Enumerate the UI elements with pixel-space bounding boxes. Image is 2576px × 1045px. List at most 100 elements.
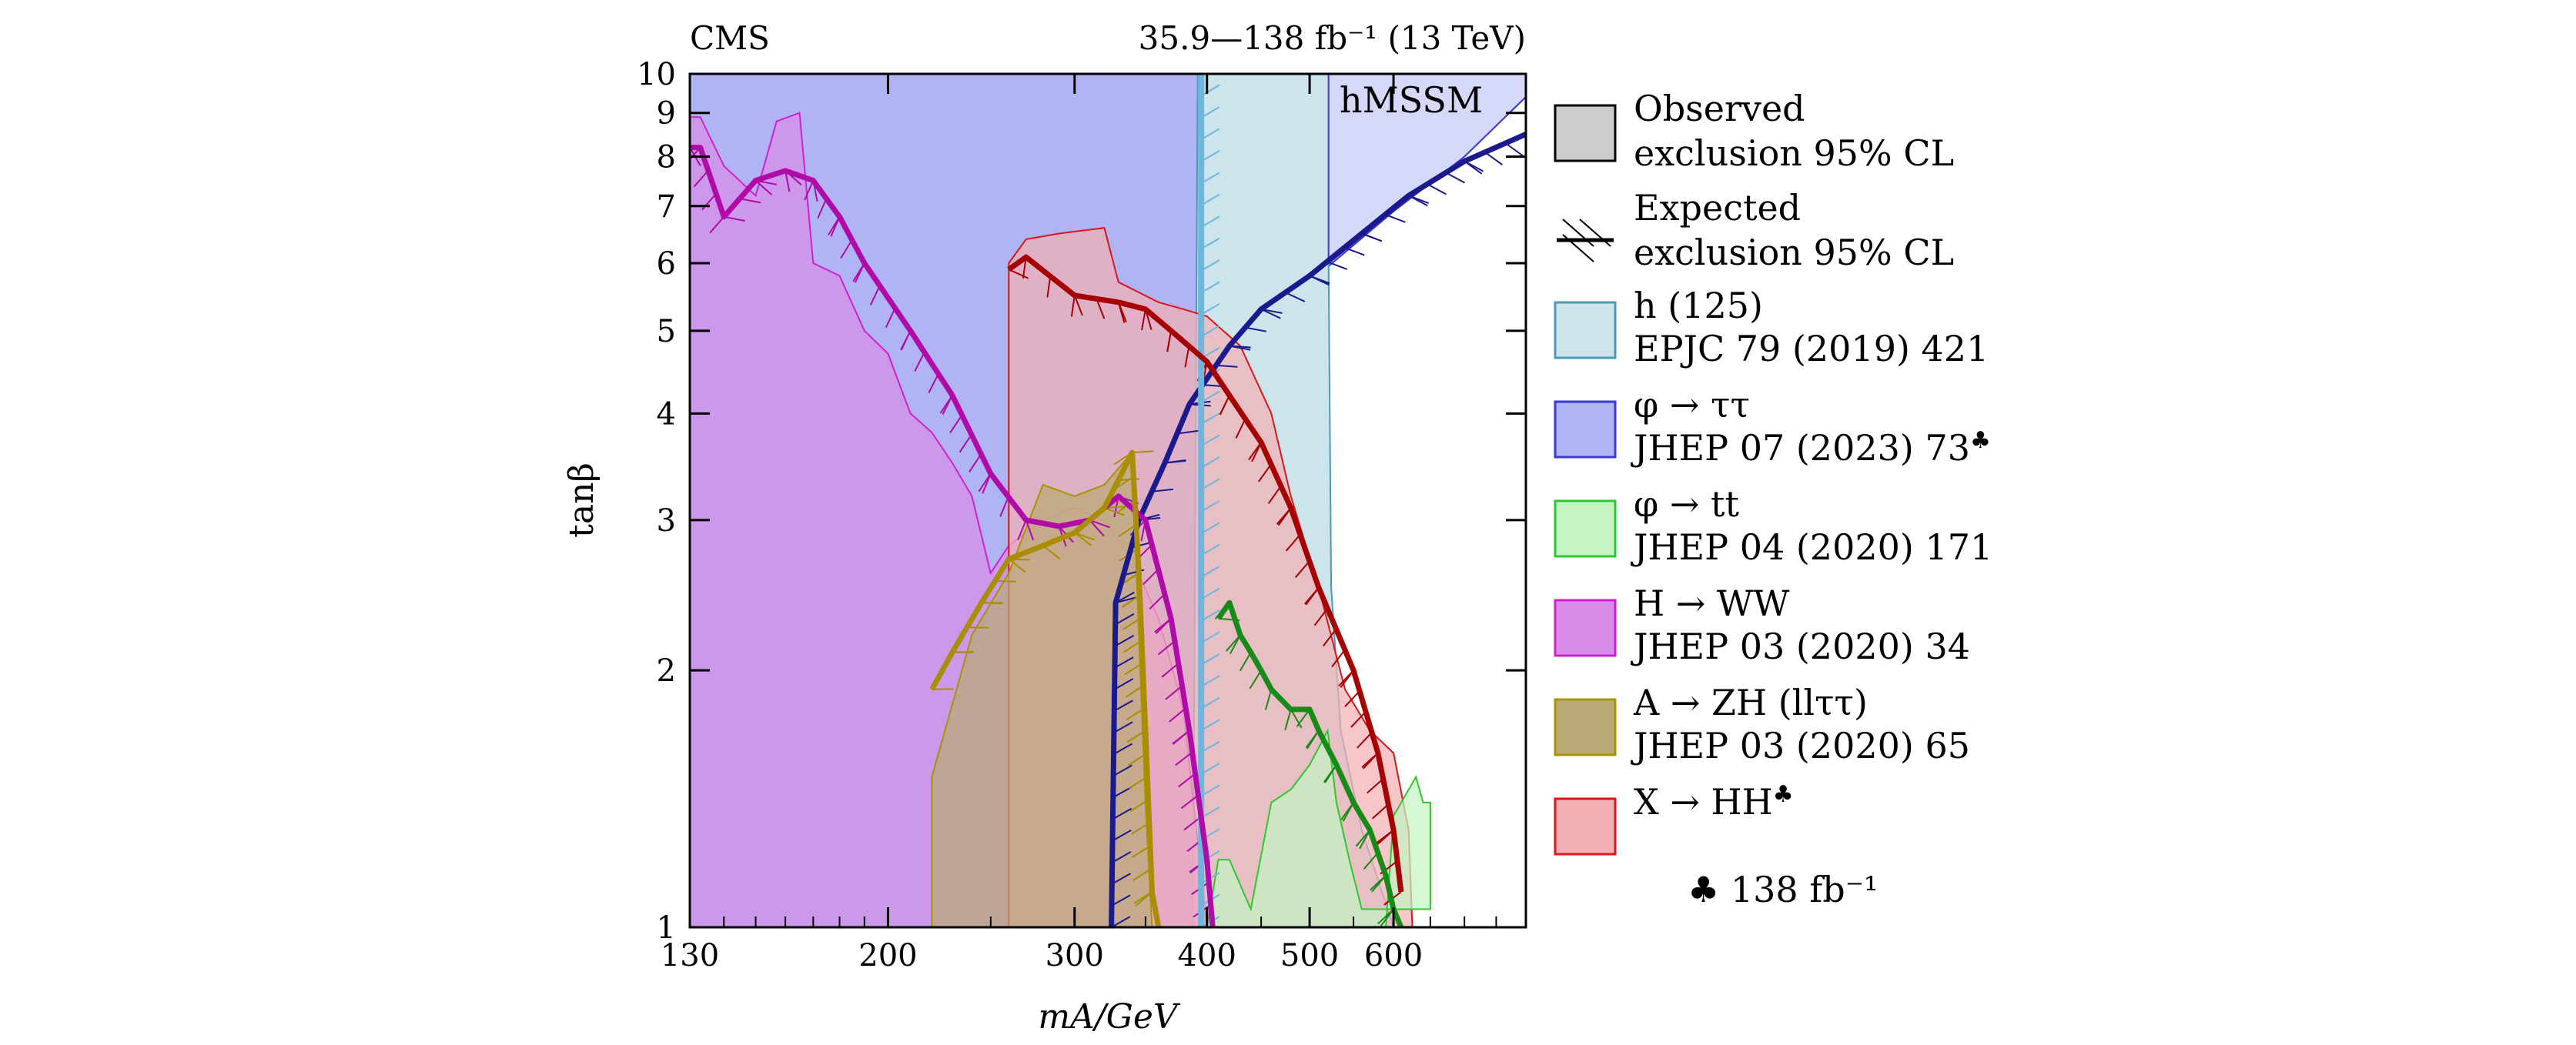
hatch-hww (982, 473, 992, 494)
hatch-zh (1128, 753, 1147, 766)
hatch-hh (1141, 309, 1146, 331)
hatch-tt (1306, 729, 1320, 750)
hatch-tautau (1111, 873, 1131, 885)
hatch-hww (969, 453, 982, 472)
hatch-hww (754, 179, 772, 195)
hatch-hww (804, 180, 815, 201)
hatch-hww (1154, 618, 1172, 633)
hatch-zh (1122, 617, 1142, 631)
hatch-tautau (1484, 151, 1503, 165)
hatch-hh (1117, 302, 1126, 323)
hatch-h125 (1201, 74, 1203, 75)
hatch-zh (1135, 891, 1153, 906)
hatch-zh (1115, 476, 1134, 489)
hatch-zh (1132, 845, 1151, 858)
hatch-tt (1370, 874, 1387, 891)
legend-swatch-tautau (1554, 400, 1617, 459)
legend-ref-hww: JHEP 03 (2020) 34 (1631, 626, 1970, 667)
hatch-tautau (1113, 721, 1133, 733)
legend-expected-swatch (1557, 219, 1614, 262)
hatch-hh (1258, 463, 1272, 482)
legend: Observed exclusion 95% CL Expected exclu… (1554, 88, 1992, 910)
plot-frame (688, 72, 1527, 929)
legend-swatch-hww (1554, 599, 1617, 657)
hatch-zh (1118, 524, 1137, 538)
hatch-zh (1126, 729, 1146, 743)
hatch-hww (840, 239, 853, 259)
hatch-tautau (1115, 613, 1135, 626)
hatch-tautau (1384, 213, 1406, 223)
hatch-hww (1165, 685, 1183, 700)
hatch-hww (939, 395, 953, 414)
hatch-tautau (1260, 308, 1281, 319)
hatch-zh (1042, 545, 1061, 559)
hatch-hww (1161, 663, 1179, 678)
expected-line-zh (929, 449, 1162, 927)
hatch-hh (1323, 628, 1337, 647)
hatch-tautau (1408, 195, 1428, 207)
y-tick-label: 1 (657, 910, 676, 946)
hatch-hww (1142, 569, 1159, 586)
hatch-hh (1361, 752, 1379, 768)
hatch-zh (1104, 507, 1125, 516)
y-tick-label: 5 (657, 314, 676, 349)
hatch-hh (1295, 560, 1310, 578)
hatch-tt (1290, 709, 1303, 729)
legend-label-tautau: φ → ττ (1634, 384, 1750, 426)
legend-ref-h125: EPJC 79 (2019) 421 (1634, 328, 1989, 369)
hatch-hh (1376, 829, 1394, 844)
hatch-tautau (1114, 635, 1135, 647)
hatch-zh (1124, 662, 1143, 676)
legend-label-zh: A → ZH (llττ) (1633, 682, 1868, 723)
hatch-tautau (1111, 894, 1131, 906)
footnote: ♣ 138 fb⁻¹ (1688, 869, 1878, 910)
hatch-hww (1089, 519, 1105, 537)
legend-observed-swatch (1554, 104, 1617, 162)
legend-swatch-hh (1554, 797, 1617, 856)
hatch-hww (1175, 751, 1193, 766)
legend-observed-line2: exclusion 95% CL (1634, 132, 1954, 174)
hatch-tautau (1445, 172, 1465, 184)
legend-swatch-h125 (1554, 301, 1617, 359)
x-tick-label: 600 (1364, 938, 1423, 973)
hatch-hh (1248, 442, 1262, 461)
y-tick-label: 9 (657, 96, 676, 132)
hatch-hww (885, 308, 896, 329)
hatch-hww (1169, 707, 1186, 723)
hatch-tautau (1326, 261, 1348, 270)
hatch-zh (1126, 707, 1146, 721)
hatch-hh (1267, 486, 1282, 504)
hatch-tt (1249, 669, 1262, 689)
hatch-hh (1305, 587, 1320, 606)
hatch-tautau (1131, 541, 1153, 549)
hatch-tt (1323, 764, 1337, 783)
hatch-hh (1219, 395, 1230, 416)
hatch-hww (709, 216, 725, 234)
hatch-zh (1074, 532, 1092, 546)
hatch-tautau (1245, 326, 1266, 332)
x-tick-label: 130 (661, 938, 719, 973)
hatch-zh (1129, 776, 1148, 790)
hatch-zh (1157, 926, 1159, 927)
hatch-tautau (1111, 916, 1131, 927)
legend-observed-line1: Observed (1634, 88, 1805, 129)
hatch-zh (1132, 868, 1152, 881)
hatch-hh (1344, 690, 1360, 707)
hatch-tautau (1113, 743, 1133, 755)
hatch-hww (1172, 729, 1190, 745)
hatch-tt (1363, 852, 1379, 870)
x-axis: 130 200 300 400 500 600 (661, 74, 1527, 973)
hatch-hww (828, 216, 841, 235)
hatch-hww (1089, 519, 1110, 529)
hatch-tt (1239, 652, 1252, 672)
observed-region-tt (1206, 728, 1431, 927)
hatch-hww (1149, 593, 1166, 610)
hatch-hh (1046, 275, 1052, 298)
legend-swatch-zh (1554, 698, 1617, 756)
hatch-tautau (1112, 830, 1132, 842)
hatch-hww (724, 215, 745, 222)
hatch-hww (1177, 773, 1196, 788)
legend-swatch-tt (1554, 499, 1617, 558)
hatch-zh (1132, 450, 1154, 454)
hatch-tautau (1112, 851, 1132, 863)
